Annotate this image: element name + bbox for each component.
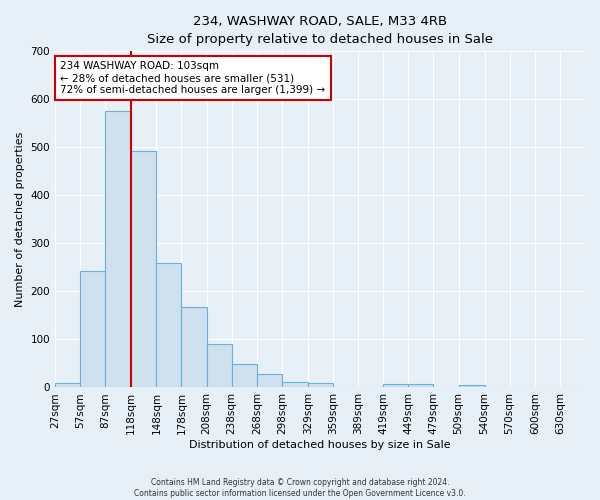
Bar: [181, 307, 206, 388]
Bar: [157, 263, 181, 388]
Bar: [409, 384, 433, 388]
Text: Contains HM Land Registry data © Crown copyright and database right 2024.
Contai: Contains HM Land Registry data © Crown c…: [134, 478, 466, 498]
Bar: [105, 112, 131, 388]
Bar: [206, 344, 232, 388]
Bar: [282, 382, 308, 388]
Title: 234, WASHWAY ROAD, SALE, M33 4RB
Size of property relative to detached houses in: 234, WASHWAY ROAD, SALE, M33 4RB Size of…: [147, 15, 493, 46]
Bar: [257, 374, 282, 388]
Bar: [131, 151, 157, 388]
Bar: [55, 382, 80, 388]
Bar: [80, 271, 105, 388]
X-axis label: Distribution of detached houses by size in Sale: Distribution of detached houses by size …: [189, 440, 451, 450]
Bar: [383, 384, 409, 388]
Bar: [308, 382, 333, 388]
Text: 234 WASHWAY ROAD: 103sqm
← 28% of detached houses are smaller (531)
72% of semi-: 234 WASHWAY ROAD: 103sqm ← 28% of detach…: [61, 62, 325, 94]
Y-axis label: Number of detached properties: Number of detached properties: [15, 132, 25, 307]
Bar: [458, 385, 485, 388]
Bar: [232, 364, 257, 388]
